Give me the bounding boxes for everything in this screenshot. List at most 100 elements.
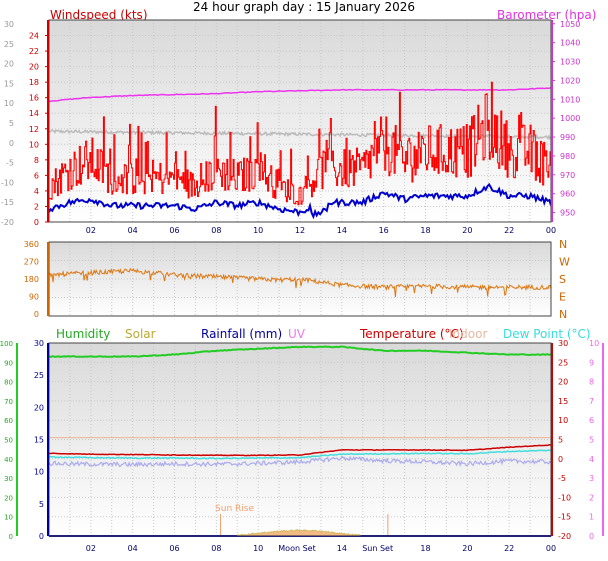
humidity-tick: 0 [9, 533, 13, 541]
humidity-tick: 60 [4, 417, 13, 425]
rainfall-tick: 25 [34, 371, 44, 380]
wind-tick: 2 [34, 202, 39, 211]
x-tick-label: Sun Set [362, 544, 393, 553]
wind-tick: 14 [29, 109, 39, 118]
uv-tick: 10 [589, 339, 599, 348]
sunrise-annotation: Sun Rise [215, 504, 254, 514]
uv-tick: 1 [589, 513, 594, 522]
barometer-tick: 980 [560, 152, 575, 161]
x-tick-label: 16 [379, 226, 389, 235]
compass-label: S [559, 273, 566, 286]
x-tick-label: 14 [337, 544, 347, 553]
rainfall-tick: 30 [34, 339, 44, 348]
humidity-tick: 80 [4, 379, 13, 387]
legend-uv: UV [288, 327, 305, 341]
legend-temperature: Temperature (°C) [360, 327, 464, 341]
uv-tick: 3 [589, 474, 594, 483]
rainfall-tick: 5 [39, 500, 44, 509]
outer-left-tick: -20 [1, 218, 14, 227]
temperature-series [48, 444, 552, 457]
x-tick-label: 04 [128, 226, 138, 235]
x-tick-label: 10 [253, 544, 263, 553]
solar-series [236, 529, 363, 537]
x-tick-label: 10 [253, 226, 263, 235]
x-tick-label: 20 [462, 544, 472, 553]
outer-left-tick: -5 [6, 159, 14, 168]
legend-indoor: Indoor [449, 327, 488, 341]
humidity-series [48, 345, 552, 358]
barometer-tick: 960 [560, 190, 575, 199]
x-tick-label: 20 [462, 226, 472, 235]
wind-tick: 16 [29, 94, 39, 103]
temperature-tick: -20 [558, 532, 571, 541]
humidity-tick: 10 [4, 514, 13, 522]
uv-tick: 4 [589, 455, 594, 464]
dewpoint-series [48, 449, 552, 460]
x-tick-label: 06 [169, 226, 179, 235]
wind-tick: 4 [34, 187, 39, 196]
compass-label: E [559, 291, 566, 304]
barometer-tick: 1000 [560, 114, 580, 123]
outer-left-tick: -10 [1, 178, 14, 187]
barometer-axis-label: Barometer (hpa) [497, 8, 597, 22]
x-tick-label: 08 [211, 226, 221, 235]
temperature-tick: -10 [558, 493, 571, 502]
barometer-tick: 1040 [560, 39, 580, 48]
x-tick-label: 18 [420, 544, 430, 553]
outer-left-tick: 15 [4, 79, 14, 88]
legend-solar: Solar [125, 327, 156, 341]
temperature-tick: -15 [558, 513, 571, 522]
uv-tick: 9 [589, 358, 594, 367]
x-tick-label: 22 [504, 544, 514, 553]
barometer-tick: 970 [560, 171, 575, 180]
wind-tick: 8 [34, 156, 39, 165]
outer-left-tick: 20 [4, 60, 14, 69]
uv-tick: 6 [589, 416, 594, 425]
wind-tick: 12 [29, 125, 39, 134]
x-tick-label: 22 [504, 226, 514, 235]
x-tick-label: 04 [128, 544, 138, 553]
temperature-tick: 30 [558, 339, 568, 348]
wind-tick: 18 [29, 78, 39, 87]
x-tick-label: 02 [86, 544, 96, 553]
temperature-tick: 0 [558, 455, 563, 464]
wind-tick: 6 [34, 171, 39, 180]
rainfall-tick: 15 [34, 436, 44, 445]
compass-label: N [559, 308, 567, 321]
temperature-tick: 5 [558, 436, 563, 445]
humidity-tick: 20 [4, 494, 13, 502]
x-tick-label: 18 [420, 226, 430, 235]
barometer-tick: 950 [560, 209, 575, 218]
legend-dewpoint: Dew Point (°C) [503, 327, 591, 341]
uv-tick: 2 [589, 493, 594, 502]
rainfall-tick: 0 [39, 532, 44, 541]
direction-series [48, 267, 552, 297]
barometer-tick: 1030 [560, 58, 580, 67]
direction-tick: 360 [24, 240, 39, 249]
temperature-tick: 25 [558, 358, 568, 367]
x-tick-label: 02 [86, 226, 96, 235]
wind-tick: 22 [29, 47, 39, 56]
temperature-tick: -5 [558, 474, 566, 483]
rainfall-tick: 10 [34, 468, 44, 477]
page-title: 24 hour graph day : 15 January 2026 [193, 0, 415, 14]
temperature-tick: 15 [558, 397, 568, 406]
legend-rainfall: Rainfall (mm) [201, 327, 283, 341]
barometer-tick: 990 [560, 133, 575, 142]
direction-tick: 180 [24, 275, 39, 284]
direction-tick: 90 [29, 293, 39, 302]
outer-left-tick: 5 [9, 119, 14, 128]
wind-tick: 10 [29, 140, 39, 149]
barometer-tick: 1050 [560, 20, 580, 29]
x-tick-label: 14 [337, 226, 347, 235]
temperature-tick: 10 [558, 416, 568, 425]
x-tick-label: 06 [169, 544, 179, 553]
wind-average-series [48, 182, 552, 220]
wind-tick: 24 [29, 32, 39, 41]
uv-tick: 8 [589, 378, 594, 387]
windchill-series [48, 455, 552, 468]
windspeed-axis-label: Windspeed (kts) [50, 8, 148, 22]
humidity-tick: 40 [4, 456, 13, 464]
